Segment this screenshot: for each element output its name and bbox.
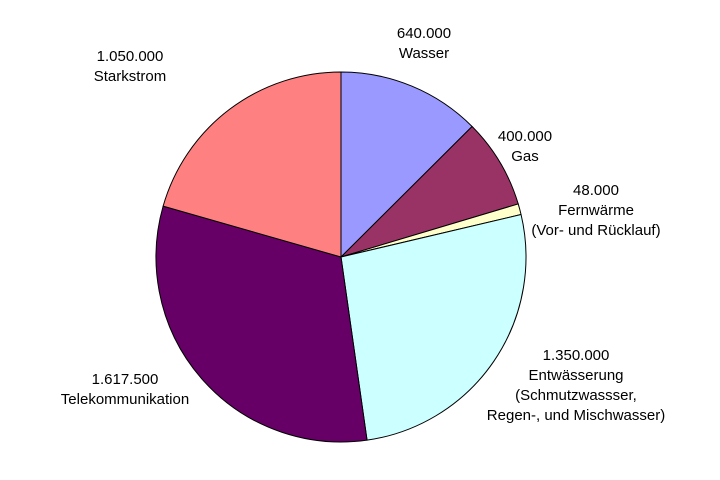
slice-value-label: 1.050.000 (97, 48, 164, 65)
pie-slices (155, 71, 527, 443)
slice-category-label: Starkstrom (94, 68, 167, 85)
pie-slice (340, 125, 519, 258)
slice-category-label: Regen-, und Mischwasser) (487, 407, 665, 424)
slice-labels: 640.000 Wasser 400.000 Gas 48.000 Fernwärme (V… (61, 25, 665, 424)
slice-label: 1.617.500 Telekommunikation (61, 371, 189, 408)
slice-value-label: 400.000 (498, 128, 552, 145)
pie-slice (340, 214, 527, 441)
slice-label: 400.000 Gas (498, 128, 552, 165)
slice-value-label: 1.617.500 (92, 371, 159, 388)
pie-slice (155, 205, 368, 443)
slice-label: 48.000 Fernwärme (Vor- und Rücklauf) (531, 182, 660, 239)
slice-label: 1.050.000 Starkstrom (94, 48, 167, 85)
slice-category-label: Entwässerung (528, 367, 623, 384)
pie-slice (340, 71, 473, 258)
slice-category-label: Telekommunikation (61, 391, 189, 408)
slice-value-label: 640.000 (397, 25, 451, 42)
slice-category-label: (Vor- und Rücklauf) (531, 222, 660, 239)
slice-label: 1.350.000 Entwässerung (Schmutzwassser, Reg… (487, 347, 665, 424)
pie-slice (162, 71, 342, 258)
slice-label: 640.000 Wasser (397, 25, 451, 62)
slice-value-label: 1.350.000 (543, 347, 610, 364)
slice-category-label: Gas (511, 148, 539, 165)
slice-category-label: Fernwärme (558, 202, 634, 219)
slice-category-label: (Schmutzwassser, (515, 387, 637, 404)
slice-category-label: Wasser (399, 45, 449, 62)
slice-value-label: 48.000 (573, 182, 619, 199)
